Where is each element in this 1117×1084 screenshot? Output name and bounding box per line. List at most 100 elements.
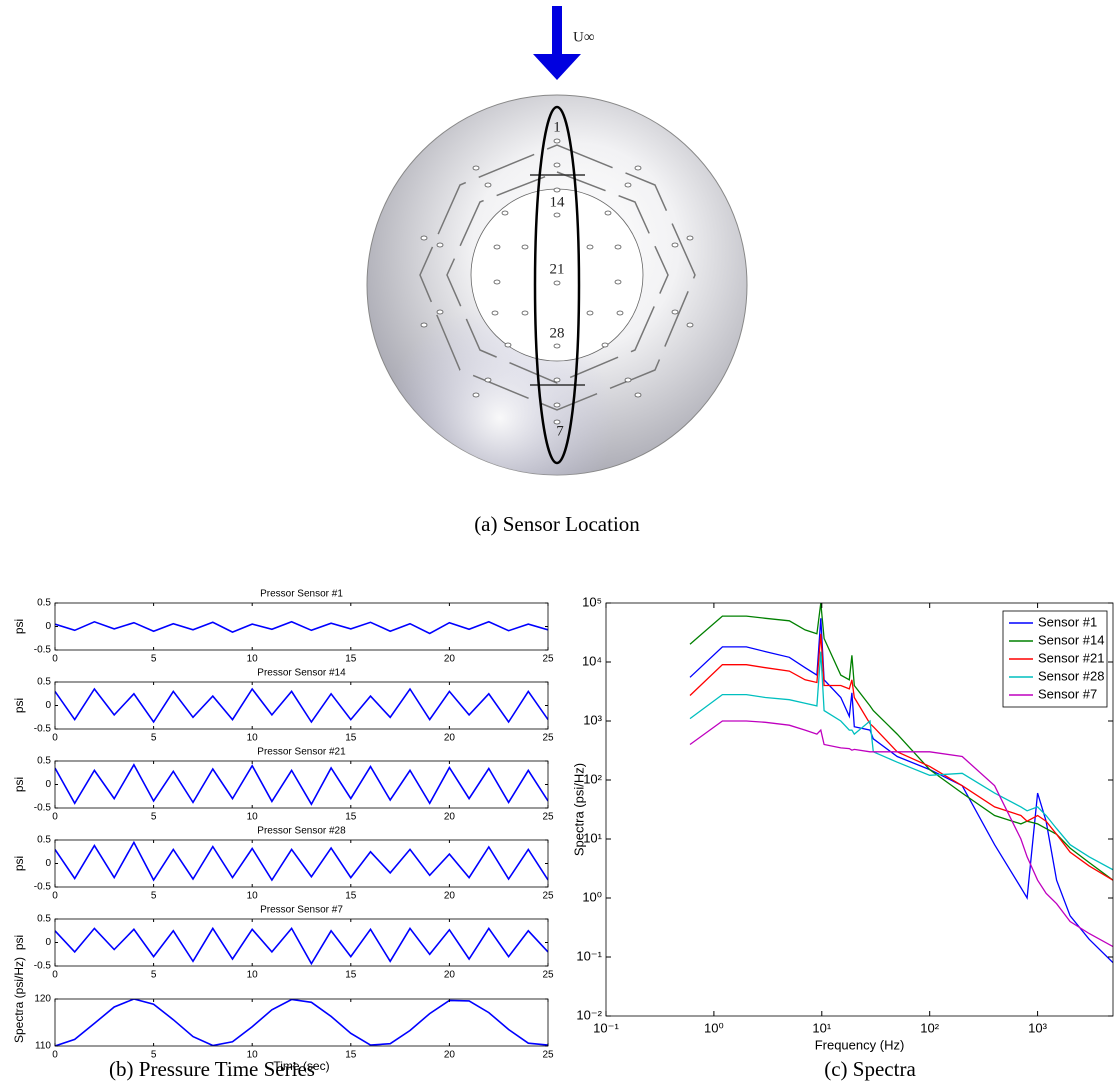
x-tick-label: 15 [345,891,357,902]
y-axis-label: Spectra (psi/Hz) [12,957,26,1043]
y-tick-label: -0.5 [34,882,52,893]
y-tick-label: 110 [35,1041,51,1052]
x-tick-label: 10² [920,1020,939,1035]
x-tick-label: 10⁰ [704,1020,724,1035]
x-tick-label: 10 [247,970,259,981]
axes-box [54,998,549,1047]
x-tick-label: 0 [52,733,58,744]
series-line [55,620,548,635]
y-axis-label: psi [12,777,26,792]
sensor-dots [420,138,694,425]
x-tick-label: 0 [52,970,58,981]
sensor-label: 28 [550,325,565,341]
x-tick-label: 15 [345,733,357,744]
sensor-label: 7 [556,423,564,439]
x-tick-label: 10¹ [812,1020,831,1035]
y-tick-label: 0.5 [37,835,51,846]
x-tick-label: 5 [151,970,157,981]
y-tick-label: 10⁰ [582,889,602,904]
flow-arrow-head [533,54,581,80]
series-line [689,720,1113,948]
y-axis-label: Spectra (psi/Hz) [571,763,586,856]
x-tick-label: 5 [151,812,157,823]
chart: 0 5 10 15 20 25 110 120 Time (sec) Spectra (psi/H… [12,957,554,1073]
chart-title: Pressor Sensor #21 [257,747,346,758]
x-tick-label: 5 [151,654,157,665]
x-tick-label: 20 [444,891,456,902]
x-tick-label: 25 [542,654,554,665]
y-tick-label: -0.5 [34,961,52,972]
y-tick-label: 0 [45,937,51,948]
chart-title: Pressor Sensor #7 [260,905,343,916]
legend-label: Sensor #14 [1038,632,1105,647]
sensor-label: 1 [553,119,561,135]
x-tick-label: 0 [52,812,58,823]
chart-title: Pressor Sensor #14 [257,668,346,679]
legend-label: Sensor #7 [1038,686,1097,701]
x-tick-label: 5 [151,891,157,902]
y-tick-label: 10⁵ [582,594,602,609]
caption: (b) Pressure Time Series [109,1057,315,1081]
y-tick-label: 0.5 [37,914,51,925]
y-tick-label: -0.5 [34,724,52,735]
y-tick-label: 0.5 [37,756,51,767]
x-tick-label: 0 [52,891,58,902]
series-line [55,926,548,966]
y-tick-label: 0.5 [37,598,51,609]
x-tick-label: 15 [345,812,357,823]
x-tick-label: 5 [151,1050,157,1061]
series-line [55,763,548,806]
x-tick-label: 5 [151,733,157,744]
x-tick-label: 20 [444,812,456,823]
y-tick-label: 10⁻¹ [576,948,602,963]
series-line [689,651,1113,871]
x-tick-label: 10 [247,891,259,902]
x-tick-label: 10³ [1028,1020,1047,1035]
legend-label: Sensor #21 [1038,650,1105,665]
x-tick-label: 20 [444,733,456,744]
sensor-label: 14 [550,194,566,210]
sensor-diagram: U∞ 1 14 21 28 7 [366,6,748,476]
flow-label: U∞ [573,29,595,45]
y-tick-label: 0 [45,779,51,790]
y-axis-label: psi [12,935,26,950]
x-tick-label: 10 [247,812,259,823]
y-tick-label: 0 [45,858,51,869]
chart: 10⁻¹ 10⁰ 10¹ 10² 10³10⁻²10⁻¹10⁰10¹10²10³10⁴1… [571,594,1114,1052]
outer-ring [419,144,696,411]
y-tick-label: 10⁴ [582,653,602,668]
x-tick-label: 15 [345,970,357,981]
x-tick-label: 15 [345,654,357,665]
y-tick-label: 10² [583,771,602,786]
sensor-label: 21 [550,261,565,277]
y-tick-label: 0.5 [37,677,51,688]
x-tick-label: 0 [52,654,58,665]
x-axis-label: Frequency (Hz) [815,1037,905,1052]
series-line [55,840,548,882]
series-line [55,999,548,1046]
x-tick-label: 20 [444,1050,456,1061]
y-tick-label: 120 [34,994,51,1005]
highlight-ellipse [533,105,581,465]
plot-area [55,999,548,1046]
x-tick-label: 15 [345,1050,357,1061]
x-tick-label: 10⁻¹ [593,1020,619,1035]
legend-label: Sensor #28 [1038,668,1105,683]
series-line [55,687,548,724]
y-axis-label: psi [12,698,26,713]
x-tick-label: 20 [444,654,456,665]
y-tick-label: 10³ [583,712,602,727]
y-tick-label: 10⁻² [576,1007,602,1022]
chart-title: Pressor Sensor #1 [260,589,343,600]
inner-ring [446,171,669,384]
x-tick-label: 0 [52,1050,58,1061]
x-tick-label: 25 [542,733,554,744]
caption: (a) Sensor Location [474,512,640,536]
x-tick-label: 25 [542,1050,554,1061]
